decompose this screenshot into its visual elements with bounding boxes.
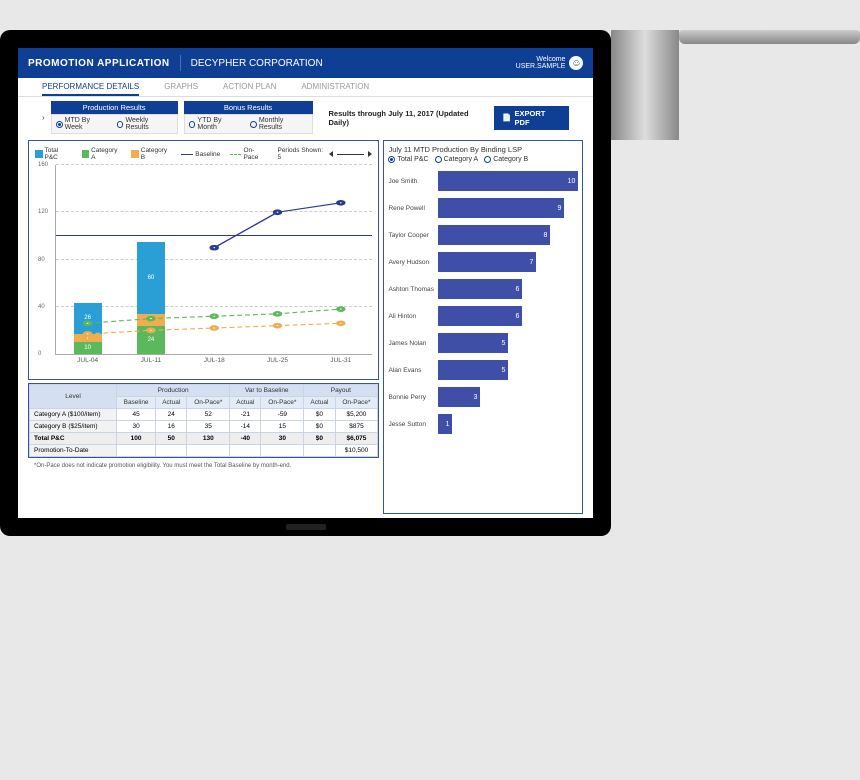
lsp-bar-row: Rene Powell9 (388, 196, 578, 220)
bonus-results-label: Bonus Results (184, 101, 313, 114)
radio-monthly-results[interactable]: Monthly Results (250, 117, 308, 131)
results-table: Level Production Var to Baseline Payout … (28, 383, 379, 458)
production-results-label: Production Results (51, 101, 178, 114)
monitor-frame: PROMOTION APPLICATION DECYPHER CORPORATI… (0, 30, 611, 536)
user-area[interactable]: Welcome USER.SAMPLE ☺ (516, 56, 584, 70)
radio-ytd-by-month[interactable]: YTD By Month (189, 117, 242, 131)
monitor-stand-base (679, 30, 860, 44)
col-level: Level (30, 385, 117, 409)
lsp-radio-cat-a[interactable]: Category A (435, 156, 479, 163)
pdf-icon: 📄 (502, 113, 511, 122)
lsp-bar-row: Alan Evans5 (388, 358, 578, 382)
screen: PROMOTION APPLICATION DECYPHER CORPORATI… (18, 48, 593, 518)
col-payout: Payout (304, 385, 378, 397)
chart-legend: Total P&C Category A Category B Baseline… (35, 147, 372, 161)
monitor-logo (286, 524, 326, 530)
tab-administration[interactable]: ADMINISTRATION (301, 82, 369, 96)
left-column: Total P&C Category A Category B Baseline… (28, 140, 379, 514)
col-var: Var to Baseline (230, 385, 304, 397)
table-row: Category A ($100/item)452452-21-59$0$5,2… (30, 409, 378, 421)
table-row: Category B ($25/item)301635-1415$0$875 (30, 421, 378, 433)
lsp-bar-row: James Nolan5 (388, 331, 578, 355)
main-content: Total P&C Category A Category B Baseline… (18, 138, 593, 518)
lsp-bar-row: Bonnie Perry3 (388, 385, 578, 409)
chart-plot-area: 04080120160JUL-04JUL-11JUL-18JUL-25JUL-3… (55, 165, 372, 355)
lsp-bar-row: Avery Hudson7 (388, 250, 578, 274)
col-production: Production (117, 385, 230, 397)
radio-weekly-results[interactable]: Weekly Results (117, 117, 173, 131)
main-tabs: PERFORMANCE DETAILS GRAPHS ACTION PLAN A… (18, 78, 593, 97)
app-header: PROMOTION APPLICATION DECYPHER CORPORATI… (18, 48, 593, 78)
periods-shown[interactable]: Periods Shown: 5 (277, 147, 372, 161)
periods-dec-icon (329, 151, 333, 157)
monitor-stand-neck (611, 30, 679, 140)
table-row: Total P&C10050130-4030$0$6,075 (30, 433, 378, 445)
radio-mtd-by-week[interactable]: MTD By Week (56, 117, 109, 131)
periods-inc-icon (368, 151, 372, 157)
lsp-bar-row: Jesse Sutton1 (388, 412, 578, 436)
user-avatar-icon[interactable]: ☺ (569, 56, 583, 70)
export-pdf-button[interactable]: 📄 EXPORT PDF (494, 106, 569, 130)
app-title: PROMOTION APPLICATION (28, 58, 170, 69)
table-footnote: *On-Pace does not indicate promotion eli… (28, 461, 379, 471)
welcome-label: Welcome (516, 56, 566, 63)
lsp-bars: Joe Smith10 Rene Powell9 Taylor Cooper8 Ave… (388, 169, 578, 436)
header-divider (180, 55, 181, 71)
filter-controls: › Production Results MTD By Week Weekly … (18, 97, 593, 138)
expand-arrow-icon[interactable]: › (42, 113, 45, 122)
production-results-group: Production Results MTD By Week Weekly Re… (51, 101, 178, 134)
tab-performance-details[interactable]: PERFORMANCE DETAILS (42, 82, 139, 96)
production-chart: Total P&C Category A Category B Baseline… (28, 140, 379, 380)
tab-graphs[interactable]: GRAPHS (164, 82, 198, 96)
lsp-title: July 11 MTD Production By Binding LSP (388, 145, 578, 154)
table-row: Promotion-To-Date$10,500 (30, 445, 378, 457)
lsp-panel: July 11 MTD Production By Binding LSP To… (383, 140, 583, 514)
company-name: DECYPHER CORPORATION (191, 58, 323, 69)
lsp-bar-row: Ali Hinton6 (388, 304, 578, 328)
tab-action-plan[interactable]: ACTION PLAN (223, 82, 276, 96)
lsp-radio-cat-b[interactable]: Category B (484, 156, 528, 163)
lsp-bar-row: Taylor Cooper8 (388, 223, 578, 247)
results-through-label: Results through July 11, 2017 (Updated D… (329, 109, 489, 127)
lsp-bar-row: Joe Smith10 (388, 169, 578, 193)
lsp-radios: Total P&C Category A Category B (388, 156, 578, 163)
lsp-radio-total[interactable]: Total P&C (388, 156, 428, 163)
lsp-bar-row: Ashton Thomas6 (388, 277, 578, 301)
bonus-results-group: Bonus Results YTD By Month Monthly Resul… (184, 101, 313, 134)
user-name: USER.SAMPLE (516, 63, 566, 70)
